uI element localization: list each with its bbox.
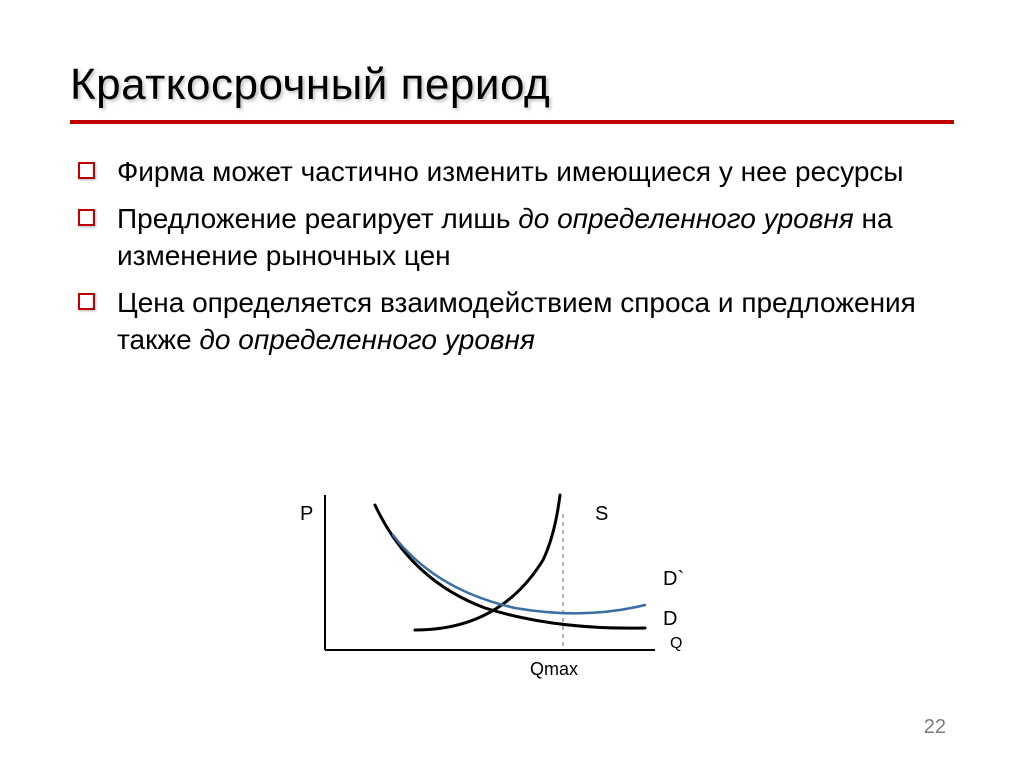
svg-text:D`: D`	[663, 568, 684, 590]
square-bullet-icon	[78, 293, 95, 310]
svg-text:P: P	[300, 503, 313, 525]
supply-demand-chart: P S D` DQ Qmax	[295, 490, 715, 690]
svg-text:D: D	[663, 608, 677, 630]
bullet-text-italic: до определенного уровня	[518, 203, 853, 234]
page-number: 22	[924, 716, 946, 739]
bullet-list: Фирма может частично изменить имеющиеся …	[70, 154, 954, 359]
bullet-text: Предложение реагирует лишь до определенн…	[117, 201, 954, 275]
bullet-text-italic: до определенного уровня	[199, 324, 534, 355]
square-bullet-icon	[78, 162, 95, 179]
bullet-item: Фирма может частично изменить имеющиеся …	[78, 154, 954, 191]
slide: Краткосрочный период Фирма может частичн…	[0, 0, 1024, 767]
svg-text:Q: Q	[670, 635, 682, 652]
svg-text:S: S	[595, 503, 608, 525]
bullet-text: Фирма может частично изменить имеющиеся …	[117, 154, 904, 191]
title-underline	[70, 120, 954, 124]
bullet-item: Цена определяется взаимодействием спроса…	[78, 285, 954, 359]
bullet-text: Цена определяется взаимодействием спроса…	[117, 285, 954, 359]
bullet-text-plain: Предложение реагирует лишь	[117, 203, 518, 234]
bullet-text-plain: Фирма может частично изменить имеющиеся …	[117, 156, 904, 187]
chart-svg: P S D` DQ Qmax	[295, 490, 715, 690]
bullet-item: Предложение реагирует лишь до определенн…	[78, 201, 954, 275]
slide-title: Краткосрочный период	[70, 60, 954, 110]
square-bullet-icon	[78, 209, 95, 226]
svg-text:Qmax: Qmax	[530, 659, 578, 679]
